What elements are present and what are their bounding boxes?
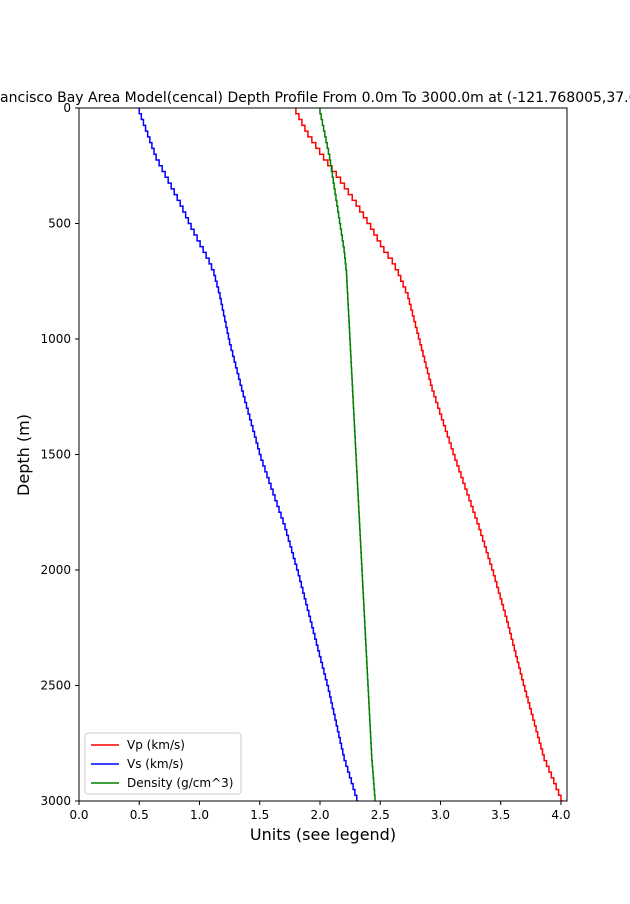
y-tick-label: 2000 bbox=[40, 563, 71, 577]
x-tick-label: 1.0 bbox=[190, 808, 209, 822]
legend-label: Vp (km/s) bbox=[127, 738, 185, 752]
x-axis-label: Units (see legend) bbox=[250, 825, 396, 844]
legend-label: Density (g/cm^3) bbox=[127, 776, 233, 790]
series-line-1 bbox=[138, 108, 359, 801]
x-tick-label: 3.5 bbox=[491, 808, 510, 822]
x-tick-label: 3.0 bbox=[431, 808, 450, 822]
x-tick-label: 2.5 bbox=[371, 808, 390, 822]
x-tick-label: 0.5 bbox=[130, 808, 149, 822]
x-tick-label: 1.5 bbox=[250, 808, 269, 822]
y-tick-label: 0 bbox=[63, 101, 71, 115]
series-line-0 bbox=[295, 108, 564, 801]
legend-box bbox=[84, 732, 242, 795]
y-tick-label: 1000 bbox=[40, 332, 71, 346]
x-axis: 0.0 0.5 1.0 1.5 2.0 2.5 3.0 3.5 4.0 bbox=[69, 801, 571, 822]
x-tick-label: 2.0 bbox=[310, 808, 329, 822]
legend-label: Vs (km/s) bbox=[127, 757, 184, 771]
x-tick-label: 4.0 bbox=[551, 808, 570, 822]
y-tick-label: 2500 bbox=[40, 679, 71, 693]
y-axis: 0 500 1000 1500 2000 2500 3000 bbox=[40, 101, 79, 808]
legend: Vp (km/s) Vs (km/s) Density (g/cm^3) bbox=[84, 732, 242, 795]
chart-title: San Francisco Bay Area Model(cencal) Dep… bbox=[0, 90, 630, 106]
y-tick-label: 500 bbox=[48, 217, 71, 231]
series-line-2 bbox=[319, 108, 376, 801]
y-tick-label: 3000 bbox=[40, 794, 71, 808]
y-axis-label: Depth (m) bbox=[14, 414, 33, 496]
series-lines bbox=[138, 108, 564, 801]
y-tick-label: 1500 bbox=[40, 448, 71, 462]
x-tick-label: 0.0 bbox=[69, 808, 88, 822]
